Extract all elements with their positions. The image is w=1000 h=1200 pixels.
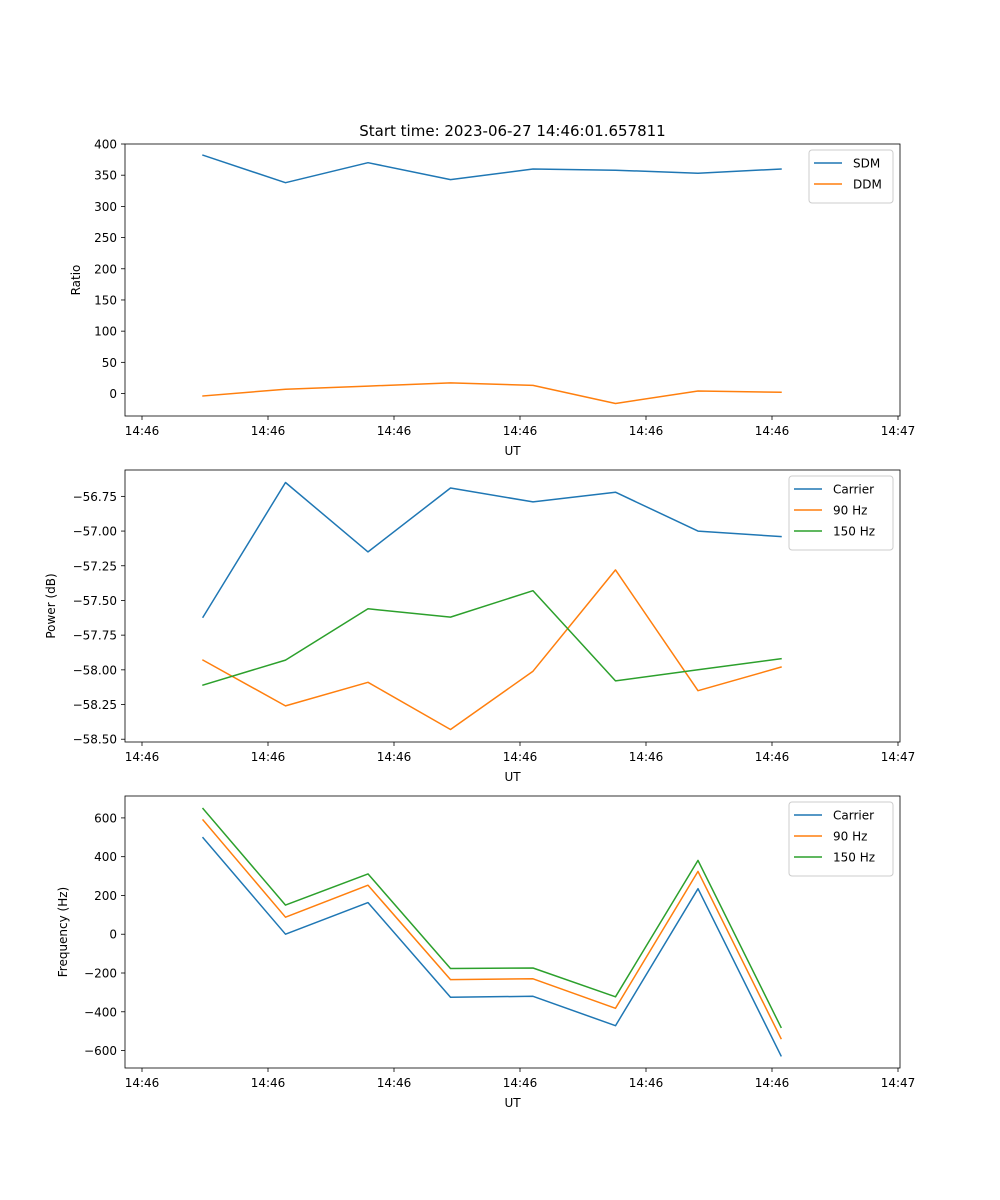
x-tick-label: 14:46: [377, 1076, 412, 1090]
y-tick-label: 400: [94, 850, 117, 864]
panel-3: 14:46 14:46 14:46 14:46 14:46 14:46 14:47 UT −60…: [56, 795, 916, 1110]
axes-frame: [124, 795, 901, 1069]
series-line-carrier: [201, 836, 783, 1057]
x-tick-label: 14:46: [125, 1076, 160, 1090]
legend-label: 90 Hz: [833, 504, 867, 518]
y-tick-label: −56.75: [73, 490, 117, 504]
x-axis-label: UT: [504, 444, 521, 458]
y-tick-label: 600: [94, 811, 117, 825]
y-axis-label: Frequency (Hz): [56, 887, 70, 978]
y-tick-label: −58.50: [73, 733, 117, 747]
x-axis-label: UT: [504, 1096, 521, 1110]
legend-label: Carrier: [833, 483, 874, 497]
legend-label: 150 Hz: [833, 851, 875, 865]
legend-label: DDM: [853, 178, 882, 192]
x-tick-label: 14:46: [125, 424, 160, 438]
series-line-ddm: [202, 382, 782, 405]
y-tick-label: 0: [109, 928, 117, 942]
legend-label: 150 Hz: [833, 525, 875, 539]
figure-title: Start time: 2023-06-27 14:46:01.657811: [359, 122, 665, 140]
series-line-150-hz: [202, 589, 782, 687]
x-tick-label: 14:46: [755, 750, 790, 764]
y-tick-label: −200: [84, 967, 117, 981]
x-tick-label: 14:46: [503, 750, 538, 764]
y-tick-label: −57.25: [73, 559, 117, 573]
chart-panels: 14:46 14:46 14:46 14:46 14:46 14:46 14:47 UT 0 50…: [44, 138, 915, 1111]
y-tick-label: −400: [84, 1005, 117, 1019]
x-tick-label: 14:46: [755, 424, 790, 438]
series-line-sdm: [202, 154, 782, 184]
series-line-150-hz: [201, 807, 783, 1029]
axes-frame: [124, 469, 901, 743]
legend-box: [808, 149, 894, 204]
x-tick-label: 14:47: [881, 750, 916, 764]
legend: Carrier 90 Hz 150 Hz: [788, 475, 894, 551]
legend: Carrier 90 Hz 150 Hz: [788, 801, 894, 877]
y-tick-label: 0: [109, 387, 117, 401]
y-tick-label: −57.50: [73, 594, 117, 608]
x-tick-label: 14:46: [377, 424, 412, 438]
x-tick-label: 14:47: [881, 1076, 916, 1090]
x-tick-label: 14:46: [629, 424, 664, 438]
x-tick-label: 14:46: [251, 750, 286, 764]
legend-label: SDM: [853, 157, 880, 171]
series-line-carrier: [201, 481, 782, 619]
y-tick-label: 50: [102, 356, 117, 370]
x-tick-label: 14:47: [881, 424, 916, 438]
y-tick-label: 200: [94, 262, 117, 276]
series-line-90-hz: [201, 569, 782, 731]
legend-label: 90 Hz: [833, 830, 867, 844]
y-tick-label: 350: [94, 169, 117, 183]
y-tick-label: 400: [94, 138, 117, 152]
x-tick-label: 14:46: [629, 1076, 664, 1090]
y-tick-label: −57.00: [73, 525, 117, 539]
x-tick-label: 14:46: [377, 750, 412, 764]
x-tick-label: 14:46: [629, 750, 664, 764]
y-axis-label: Power (dB): [44, 573, 58, 638]
axes-frame: [124, 143, 901, 417]
x-tick-label: 14:46: [251, 1076, 286, 1090]
x-tick-label: 14:46: [503, 424, 538, 438]
y-tick-label: 200: [94, 889, 117, 903]
legend-label: Carrier: [833, 809, 874, 823]
x-tick-label: 14:46: [503, 1076, 538, 1090]
x-tick-label: 14:46: [125, 750, 160, 764]
y-tick-label: 300: [94, 200, 117, 214]
y-tick-label: 100: [94, 325, 117, 339]
y-tick-label: −600: [84, 1044, 117, 1058]
x-axis-label: UT: [504, 770, 521, 784]
y-tick-label: 150: [94, 293, 117, 307]
y-tick-label: −57.75: [73, 629, 117, 643]
y-tick-label: −58.25: [73, 698, 117, 712]
y-tick-label: 250: [94, 231, 117, 245]
y-tick-label: −58.00: [73, 663, 117, 677]
series-line-90-hz: [201, 818, 783, 1040]
y-axis-label: Ratio: [69, 265, 83, 296]
panel-1: 14:46 14:46 14:46 14:46 14:46 14:46 14:47 UT 0 50…: [69, 138, 915, 459]
x-tick-label: 14:46: [755, 1076, 790, 1090]
legend: SDM DDM: [808, 149, 894, 204]
x-tick-label: 14:46: [251, 424, 286, 438]
panel-2: 14:46 14:46 14:46 14:46 14:46 14:46 14:47 UT −58…: [44, 469, 916, 784]
